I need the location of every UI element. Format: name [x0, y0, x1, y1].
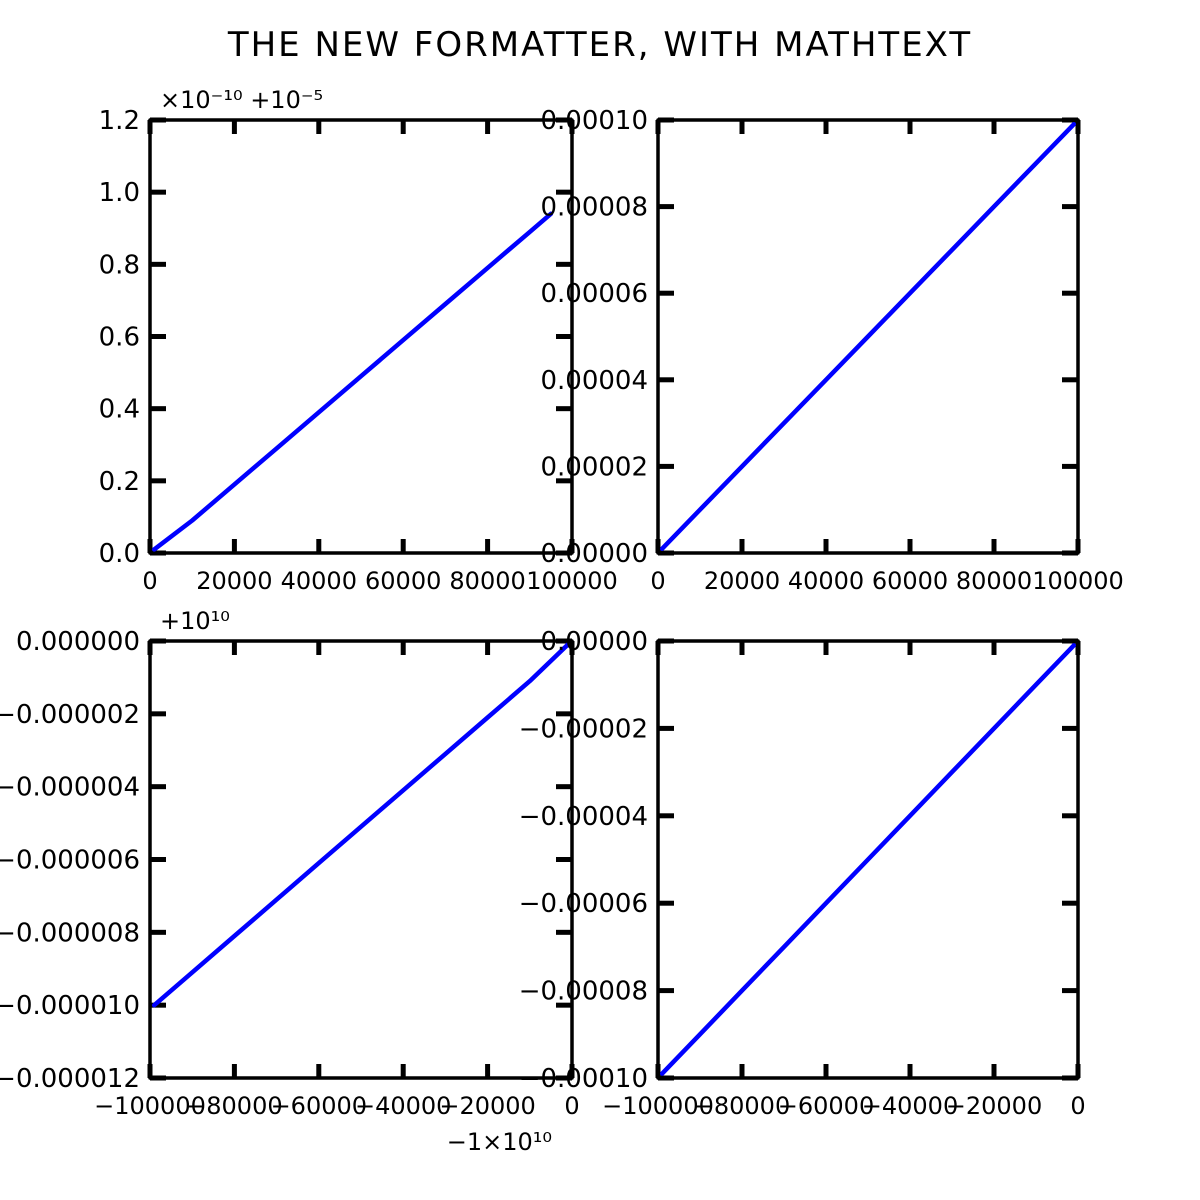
- x-tick-label: −80000: [186, 1092, 282, 1120]
- x-tick-label: −20000: [439, 1092, 535, 1120]
- figure-title: THE NEW FORMATTER, WITH MATHTEXT: [227, 25, 972, 65]
- x-tick-label: 0: [564, 1092, 579, 1120]
- y-tick-label: −0.00010: [519, 1064, 648, 1094]
- series-line: [659, 122, 1077, 551]
- x-tick-label: −80000: [694, 1092, 790, 1120]
- series-line: [659, 643, 1077, 1076]
- y-tick-label: 1.2: [99, 106, 140, 136]
- chart-2: 0 20000 40000 60000 80000 100000 0.00000 0.0000…: [540, 106, 1123, 595]
- y-tick-label: −0.000006: [0, 846, 140, 876]
- y-tick-label: −0.000008: [0, 918, 140, 948]
- x-tick-label: 60000: [872, 567, 948, 595]
- x-tick-label: −40000: [862, 1092, 958, 1120]
- x-tick-label: 60000: [365, 567, 441, 595]
- x-offset-text: −1×10¹⁰: [447, 1128, 552, 1156]
- x-tick-label: −60000: [271, 1092, 367, 1120]
- y-tick-label: −0.000004: [0, 773, 140, 803]
- x-tick-label: 0: [650, 567, 665, 595]
- chart-4: −100000−80000−60000−40000−20000 0 0.00000 −…: [519, 627, 1086, 1120]
- y-tick-label: 0.0: [99, 539, 140, 569]
- x-tick-label: 80000: [956, 567, 1032, 595]
- x-tick-label: −60000: [778, 1092, 874, 1120]
- y-tick-label: 0.6: [99, 323, 140, 353]
- x-tick-label: −100000: [94, 1092, 206, 1120]
- y-offset-text: ×10⁻¹⁰ +10⁻⁵: [160, 86, 323, 114]
- y-tick-label: −0.00002: [519, 714, 648, 744]
- charts: 0 20000 40000 60000 80000 1000000.00.20.40.60…: [0, 86, 1124, 1156]
- plot-frame: [148, 639, 574, 1080]
- y-tick-label: 0.00004: [540, 366, 648, 396]
- series-line: [151, 211, 554, 552]
- y-tick-label: 0.2: [99, 467, 140, 497]
- y-tick-label: −0.00004: [519, 802, 648, 832]
- plot-frame: [148, 118, 574, 555]
- plot-frame: [656, 118, 1080, 555]
- x-tick-label: 40000: [788, 567, 864, 595]
- y-tick-label: 0.00006: [540, 279, 648, 309]
- y-tick-label: −0.00008: [519, 977, 648, 1007]
- y-tick-label: 0.00008: [540, 193, 648, 223]
- y-tick-label: −0.000012: [0, 1064, 140, 1094]
- x-tick-label: 0: [1070, 1092, 1085, 1120]
- x-tick-label: −100000: [602, 1092, 714, 1120]
- x-tick-label: 100000: [526, 567, 618, 595]
- x-tick-label: −20000: [946, 1092, 1042, 1120]
- series-line: [151, 642, 571, 1008]
- x-tick-label: 100000: [1032, 567, 1124, 595]
- x-tick-label: 80000: [449, 567, 525, 595]
- x-tick-label: 20000: [704, 567, 780, 595]
- x-tick-label: 20000: [196, 567, 272, 595]
- y-tick-label: 0.4: [99, 395, 140, 425]
- y-tick-label: −0.000010: [0, 991, 140, 1021]
- y-tick-label: 0.00000: [540, 627, 648, 657]
- x-tick-label: −40000: [355, 1092, 451, 1120]
- y-tick-label: 0.8: [99, 250, 140, 280]
- y-tick-label: −0.000002: [0, 700, 140, 730]
- y-tick-label: 0.000000: [16, 627, 140, 657]
- y-offset-text: +10¹⁰: [160, 607, 230, 635]
- x-tick-label: 0: [142, 567, 157, 595]
- plot-frame: [656, 639, 1080, 1080]
- y-tick-label: 1.0: [99, 178, 140, 208]
- x-tick-label: 40000: [281, 567, 357, 595]
- y-tick-label: −0.00006: [519, 889, 648, 919]
- y-tick-label: 0.00000: [540, 539, 648, 569]
- y-tick-label: 0.00002: [540, 452, 648, 482]
- chart-1: 0 20000 40000 60000 80000 100000 0.0 0.2 0.4 0.6 0…: [99, 86, 618, 595]
- y-tick-label: 0.00010: [540, 106, 648, 136]
- chart-3: −100000−80000−60000−40000−20000 0 0.000000…: [0, 607, 580, 1156]
